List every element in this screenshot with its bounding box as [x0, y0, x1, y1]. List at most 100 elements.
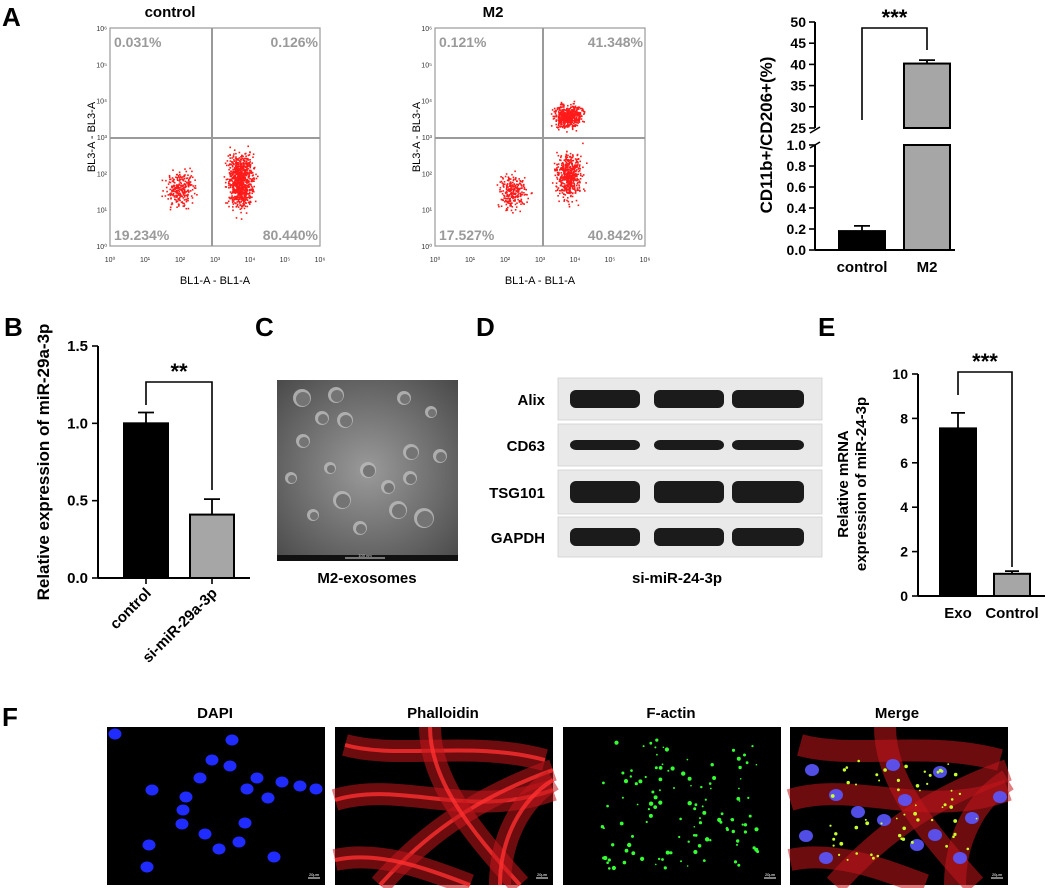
event-dot [229, 167, 231, 169]
event-dot [239, 204, 242, 206]
event-dot [565, 158, 568, 160]
event-dot [229, 180, 231, 182]
event-dot [173, 182, 176, 184]
event-dot [555, 110, 558, 112]
event-dot [507, 195, 510, 197]
event-dot [512, 188, 514, 190]
event-dot [558, 173, 560, 175]
event-dot [567, 118, 570, 121]
x-tick-label: M2 [917, 259, 938, 276]
event-dot [563, 169, 566, 171]
factin-puncta [606, 861, 609, 864]
event-dot [508, 194, 511, 196]
event-dot [567, 154, 569, 157]
bar [189, 513, 235, 580]
event-dot [560, 156, 562, 159]
event-dot [501, 176, 504, 179]
event-dot [559, 180, 562, 182]
vesicle-core [299, 437, 309, 447]
event-dot [558, 115, 561, 117]
factin-puncta [693, 807, 697, 811]
event-dot [234, 195, 236, 198]
event-dot [232, 203, 235, 205]
factin-puncta [651, 790, 655, 794]
event-dot [232, 188, 234, 191]
event-dot [578, 106, 581, 109]
event-dot [573, 170, 575, 172]
event-dot [226, 178, 229, 180]
merge-nucleus [898, 794, 912, 806]
event-dot [230, 196, 233, 199]
event-dot [234, 177, 237, 179]
event-dot [244, 176, 246, 179]
event-dot [178, 193, 180, 195]
axis-break-mark [809, 126, 821, 134]
event-dot [557, 126, 560, 129]
merge-nucleus [910, 839, 924, 851]
event-dot [556, 163, 558, 166]
event-dot [569, 120, 571, 122]
event-dot [508, 177, 510, 180]
merge-puncta [839, 841, 844, 846]
merge-puncta [829, 824, 832, 827]
event-dot [517, 193, 520, 195]
vesicle-core [336, 494, 350, 508]
y-tick-label: 25 [790, 120, 806, 136]
event-dot [567, 163, 569, 165]
factin-puncta [712, 776, 717, 780]
event-dot [178, 177, 181, 179]
event-dot [564, 171, 566, 173]
event-dot [578, 187, 581, 189]
y-tick-label: 0.0 [787, 242, 807, 258]
event-dot [569, 192, 572, 194]
event-dot [186, 177, 189, 179]
event-dot [507, 176, 510, 178]
event-dot [560, 103, 563, 106]
event-dot [248, 162, 251, 165]
event-dot [244, 205, 247, 207]
flow-x-ticks: 10⁰ 10¹ 10² 10³ 10⁴ 10⁵ 10⁶ [105, 256, 326, 264]
event-dot [165, 186, 168, 189]
event-dot [575, 175, 577, 177]
event-dot [243, 168, 245, 171]
event-dot [234, 185, 237, 187]
dapi-nucleus [145, 784, 159, 796]
event-dot [235, 217, 238, 219]
event-dot [241, 155, 244, 157]
event-dot [240, 172, 243, 175]
event-dot [583, 112, 586, 114]
merge-nucleus [953, 852, 967, 864]
event-dot [560, 184, 563, 186]
merge-puncta [943, 803, 947, 807]
factin-puncta [709, 839, 712, 842]
y-axis-label: Relative expression of miR-29a-3p [34, 324, 53, 601]
event-dot [178, 190, 180, 193]
event-dot [194, 179, 196, 181]
event-dot [251, 179, 253, 182]
merge-puncta [896, 778, 901, 783]
event-dot [552, 115, 555, 118]
event-dot [578, 113, 580, 116]
merge-puncta [842, 768, 847, 772]
merge-puncta [845, 766, 849, 769]
event-dot [250, 196, 252, 199]
panel-letter-b: B [4, 312, 23, 342]
event-dot [247, 185, 249, 187]
event-dot [566, 124, 569, 126]
event-dot [234, 202, 236, 204]
event-dot [568, 184, 571, 186]
factin-puncta [606, 804, 609, 808]
event-dot [506, 185, 508, 187]
event-dot [578, 118, 580, 120]
event-dot [499, 181, 502, 183]
event-dot [177, 189, 180, 191]
event-dot [577, 167, 580, 169]
event-dot [240, 173, 243, 175]
event-dot [244, 173, 246, 176]
event-dot [520, 200, 522, 202]
event-dot [241, 191, 244, 193]
event-dot [562, 167, 565, 170]
event-dot [187, 207, 190, 210]
event-dot [572, 177, 575, 180]
event-dot [565, 157, 567, 159]
